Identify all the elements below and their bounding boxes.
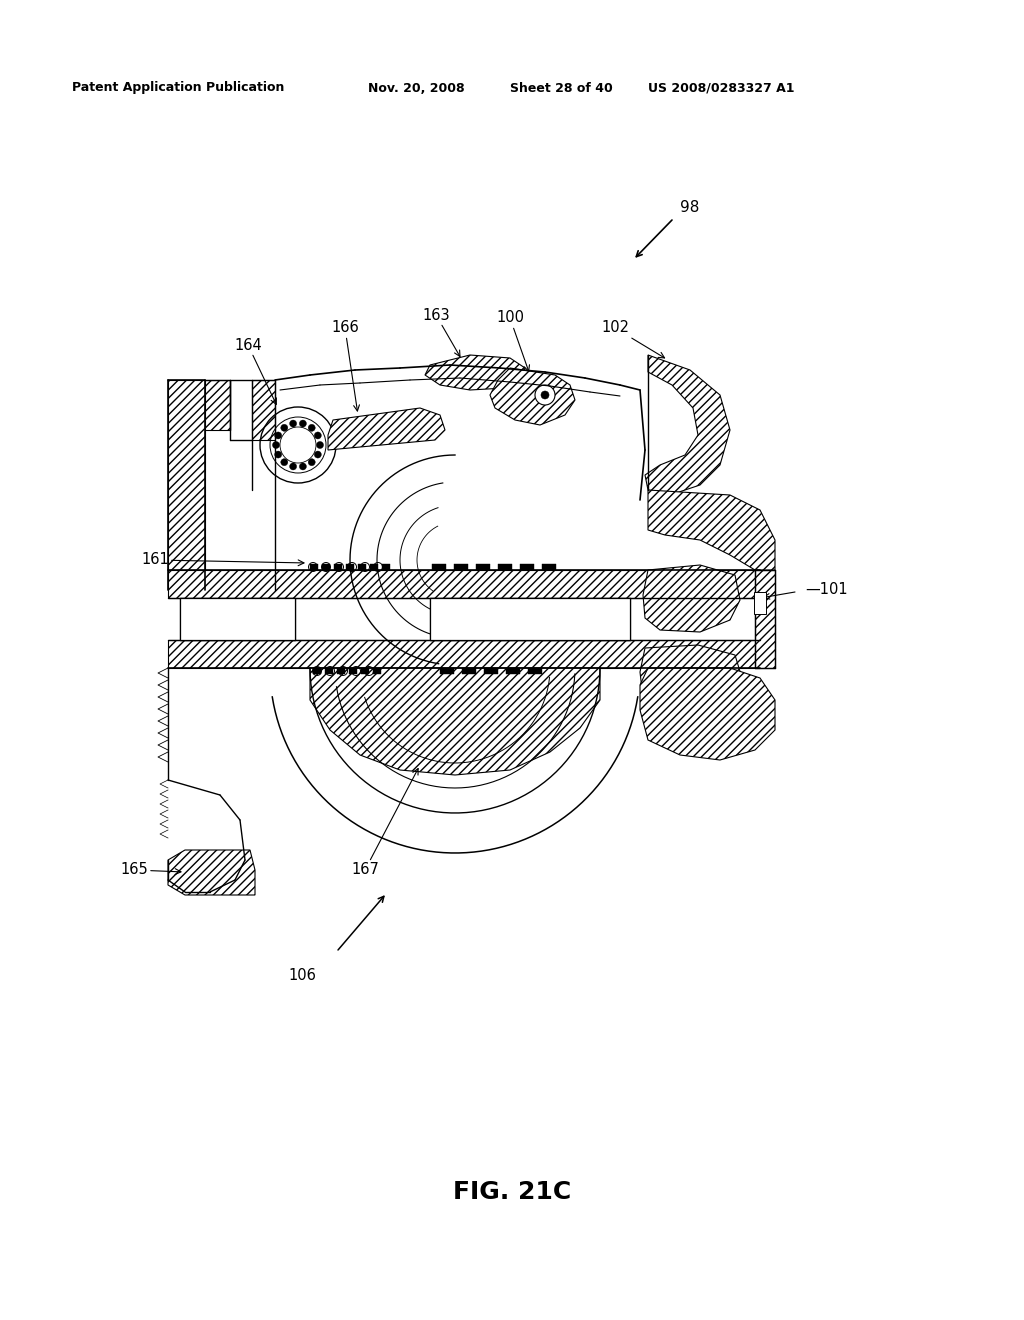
Bar xyxy=(432,564,446,570)
Polygon shape xyxy=(328,408,445,450)
Circle shape xyxy=(314,451,322,458)
Polygon shape xyxy=(643,565,740,632)
Bar xyxy=(349,668,357,675)
Circle shape xyxy=(274,432,282,440)
Circle shape xyxy=(308,459,315,466)
Bar xyxy=(430,598,630,640)
Polygon shape xyxy=(310,668,600,775)
Bar xyxy=(322,564,330,570)
Text: Nov. 20, 2008: Nov. 20, 2008 xyxy=(368,82,465,95)
Circle shape xyxy=(290,463,297,470)
Bar xyxy=(440,668,454,675)
Polygon shape xyxy=(168,570,760,598)
Bar xyxy=(528,668,542,675)
Bar xyxy=(520,564,534,570)
Circle shape xyxy=(535,385,555,405)
Bar xyxy=(334,564,342,570)
Polygon shape xyxy=(490,368,575,425)
Circle shape xyxy=(299,463,306,470)
Text: 166: 166 xyxy=(331,321,359,411)
Bar xyxy=(346,564,354,570)
Bar xyxy=(506,668,520,675)
Text: 106: 106 xyxy=(288,968,316,982)
Bar xyxy=(754,591,766,614)
Bar xyxy=(180,598,295,640)
Text: 163: 163 xyxy=(422,308,460,356)
Bar xyxy=(337,668,345,675)
Bar xyxy=(373,668,381,675)
Bar xyxy=(476,564,490,570)
Polygon shape xyxy=(168,640,760,668)
Text: 161: 161 xyxy=(141,553,304,568)
Bar xyxy=(462,668,476,675)
Bar xyxy=(361,668,369,675)
Polygon shape xyxy=(640,645,742,715)
Circle shape xyxy=(299,420,306,428)
Bar xyxy=(313,668,321,675)
Bar xyxy=(382,564,390,570)
Polygon shape xyxy=(755,570,775,668)
Bar xyxy=(542,564,556,570)
Polygon shape xyxy=(645,355,730,495)
Text: 100: 100 xyxy=(496,310,529,371)
Polygon shape xyxy=(425,355,525,389)
Polygon shape xyxy=(252,380,275,440)
Bar xyxy=(484,668,498,675)
Text: 165: 165 xyxy=(120,862,181,878)
Text: —101: —101 xyxy=(805,582,848,598)
Circle shape xyxy=(274,451,282,458)
Text: FIG. 21C: FIG. 21C xyxy=(453,1180,571,1204)
Circle shape xyxy=(314,432,322,440)
Circle shape xyxy=(272,441,280,449)
Text: Patent Application Publication: Patent Application Publication xyxy=(72,82,285,95)
Bar xyxy=(454,564,468,570)
Polygon shape xyxy=(168,380,205,590)
Text: 167: 167 xyxy=(351,768,418,878)
Circle shape xyxy=(281,424,288,432)
Text: 164: 164 xyxy=(234,338,276,404)
Polygon shape xyxy=(640,668,775,760)
Circle shape xyxy=(290,420,297,428)
Text: 98: 98 xyxy=(680,201,699,215)
Bar xyxy=(325,668,333,675)
Bar xyxy=(498,564,512,570)
Polygon shape xyxy=(205,380,230,430)
Circle shape xyxy=(316,441,324,449)
Circle shape xyxy=(541,391,549,399)
Text: 102: 102 xyxy=(601,321,665,358)
Bar xyxy=(358,564,366,570)
Bar xyxy=(310,564,318,570)
Circle shape xyxy=(308,424,315,432)
Bar xyxy=(370,564,378,570)
Polygon shape xyxy=(648,490,775,570)
Circle shape xyxy=(281,459,288,466)
Text: Sheet 28 of 40: Sheet 28 of 40 xyxy=(510,82,612,95)
Polygon shape xyxy=(168,850,255,895)
Text: US 2008/0283327 A1: US 2008/0283327 A1 xyxy=(648,82,795,95)
